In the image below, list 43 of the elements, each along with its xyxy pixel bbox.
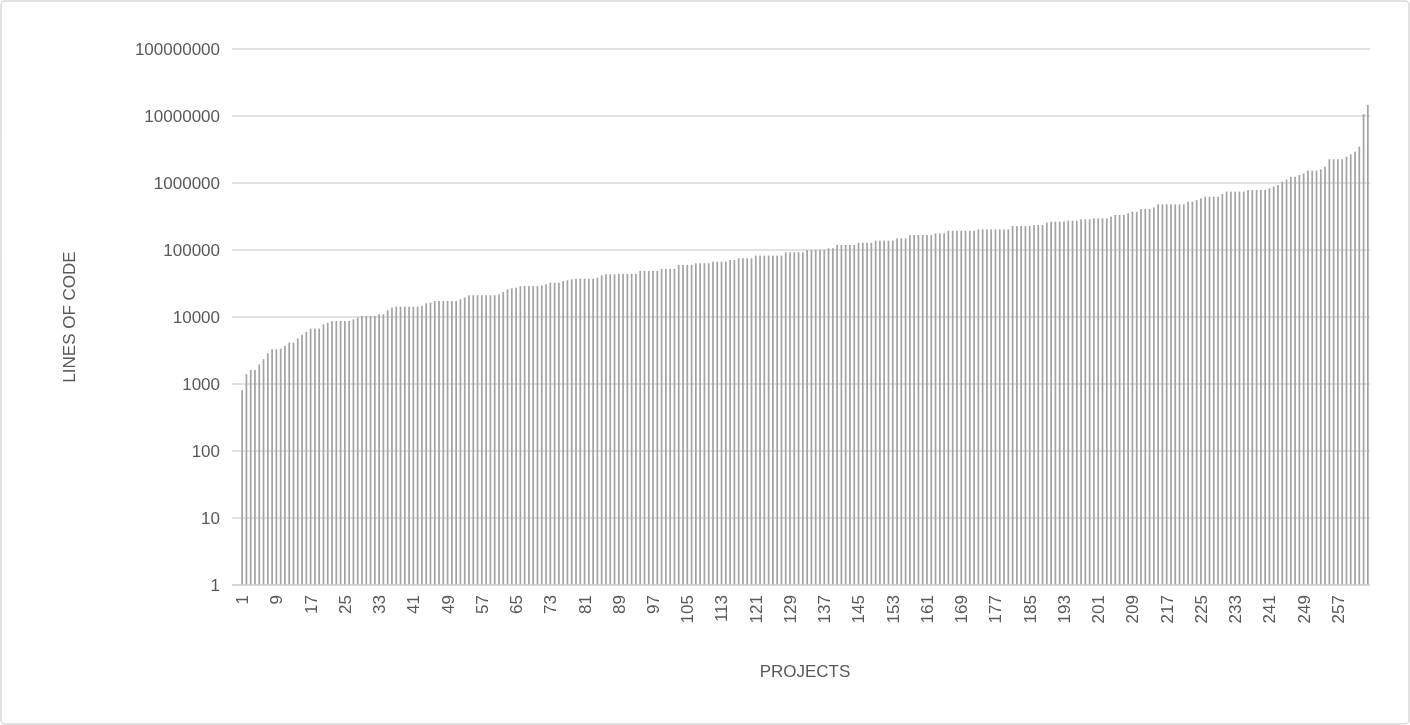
x-tick-label: 161 [917,595,937,624]
y-tick-label: 10000000 [144,106,220,126]
x-tick-label: 217 [1157,595,1177,624]
x-tick-label: 121 [746,595,766,624]
x-tick-label: 145 [849,595,869,624]
x-tick-label: 89 [609,595,629,614]
x-tick-label: 153 [883,595,903,624]
x-tick-label: 257 [1328,595,1348,624]
x-tick-label: 241 [1260,595,1280,624]
y-tick-label: 100 [191,441,220,461]
y-tick-label: 1000 [182,374,220,394]
x-tick-label: 169 [952,595,972,624]
x-tick-label: 97 [644,595,663,614]
x-tick-label: 201 [1089,595,1109,624]
x-tick-label: 137 [815,595,835,624]
x-tick-label: 49 [438,595,458,614]
x-tick-label: 185 [1020,595,1040,624]
x-tick-label: 249 [1294,595,1314,624]
x-tick-label: 113 [712,595,732,623]
x-tick-label: 33 [370,595,390,614]
x-tick-label: 81 [575,595,595,614]
x-tick-label: 41 [404,595,424,614]
y-tick-label: 10000 [172,307,220,327]
y-tick-label: 100000000 [134,39,220,59]
y-axis-title: LINES OF CODE [60,251,79,383]
x-tick-label: 9 [267,595,287,605]
x-tick-label: 105 [678,595,698,624]
x-tick-label: 73 [541,595,561,614]
x-axis-title: PROJECTS [759,662,851,681]
x-tick-label: 1 [233,595,253,605]
x-tick-label: 17 [301,595,321,614]
y-tick-label: 10 [201,508,220,528]
x-tick-label: 25 [335,595,355,614]
x-tick-label: 177 [986,595,1006,624]
x-tick-label: 209 [1123,595,1143,624]
x-tick-label: 193 [1054,595,1074,624]
x-tick-label: 233 [1226,595,1246,624]
x-tick-label: 225 [1191,595,1211,624]
x-tick-label: 129 [780,595,800,624]
y-tick-label: 1000000 [153,173,220,193]
y-tick-label: 100000 [163,240,220,260]
x-tick-label: 65 [507,595,527,614]
x-tick-label: 57 [472,595,492,614]
